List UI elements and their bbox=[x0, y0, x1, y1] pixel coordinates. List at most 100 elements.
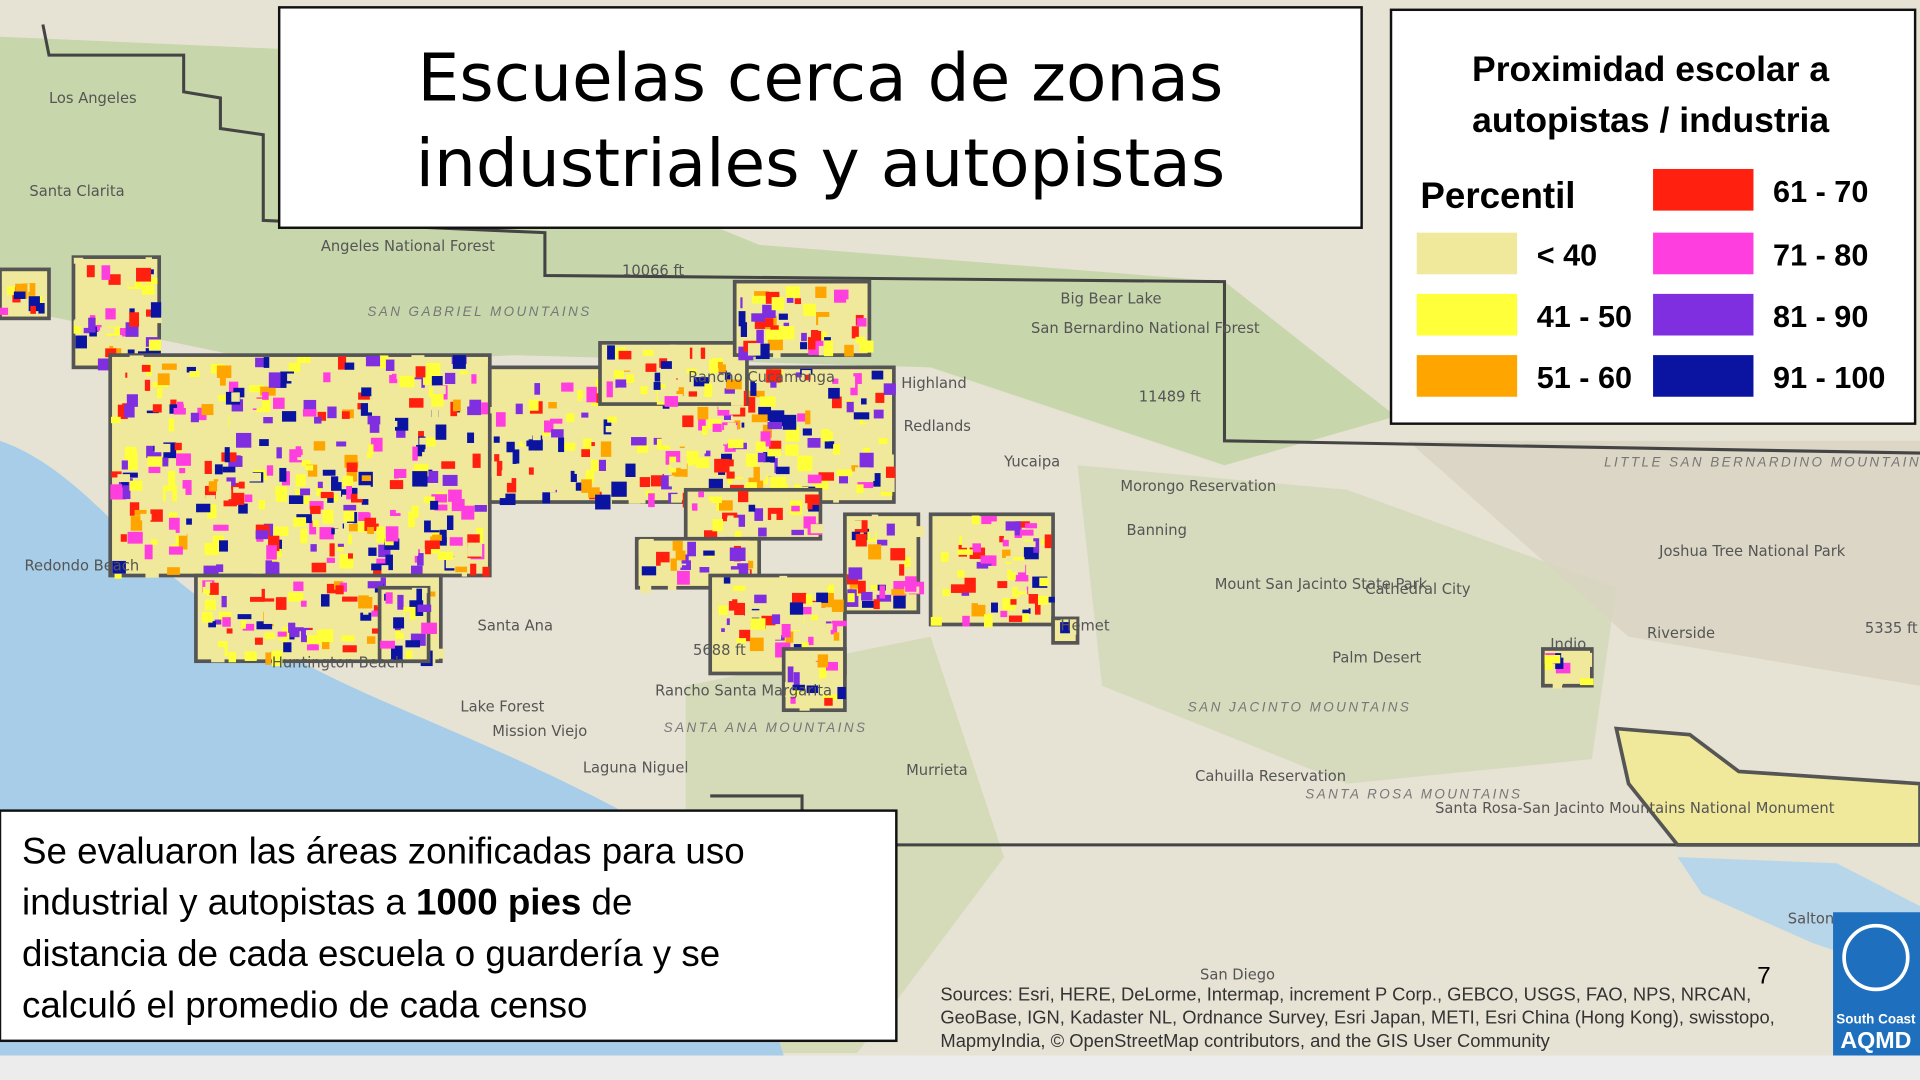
zone-cell bbox=[202, 612, 213, 623]
legend-swatch bbox=[1653, 233, 1753, 275]
zone-cell bbox=[1038, 596, 1049, 605]
zone-cell bbox=[318, 482, 323, 488]
zone-cell bbox=[88, 318, 95, 333]
zone-cell bbox=[379, 371, 386, 386]
zone-cell bbox=[854, 412, 869, 419]
zone-cell bbox=[811, 524, 824, 533]
zone-cell bbox=[390, 480, 403, 489]
zone-cell bbox=[751, 618, 766, 630]
map-label: Hemet bbox=[1060, 618, 1109, 635]
zone-cell bbox=[151, 530, 163, 540]
zone-cell bbox=[545, 384, 557, 399]
zone-cell bbox=[852, 326, 859, 338]
zone-cell bbox=[323, 470, 336, 476]
zone-cell bbox=[1019, 594, 1028, 609]
zone-cell bbox=[972, 516, 980, 525]
zone-cell bbox=[879, 438, 888, 444]
zone-cell bbox=[931, 617, 942, 626]
zone-cell bbox=[361, 387, 371, 396]
zone-cell bbox=[476, 426, 483, 436]
sources-text: Sources: Esri, HERE, DeLorme, Intermap, … bbox=[940, 983, 1751, 1004]
zone-cell bbox=[703, 551, 714, 556]
zone-cell bbox=[264, 357, 270, 368]
zone-cell bbox=[189, 371, 199, 377]
legend-label: 81 - 90 bbox=[1773, 300, 1868, 334]
zone-cell bbox=[276, 447, 281, 458]
zone-cell bbox=[288, 623, 295, 633]
zone-cell bbox=[671, 558, 677, 570]
zone-cell bbox=[525, 456, 538, 461]
zone-cell bbox=[760, 465, 766, 481]
zone-cell bbox=[205, 600, 216, 610]
zone-cell bbox=[205, 461, 212, 474]
sources-text: GeoBase, IGN, Kadaster NL, Ordnance Surv… bbox=[940, 1007, 1774, 1028]
zone-cell bbox=[575, 468, 586, 474]
zone-cell bbox=[872, 515, 879, 525]
zone-cell bbox=[128, 275, 134, 287]
legend-label: < 40 bbox=[1537, 239, 1597, 273]
zone-cell bbox=[166, 491, 173, 504]
zone-cell bbox=[341, 635, 354, 641]
zone-cell bbox=[821, 429, 829, 441]
zone-cell bbox=[348, 553, 353, 558]
zone-cell bbox=[618, 359, 633, 370]
zone-cell bbox=[229, 417, 234, 431]
zone-cell bbox=[728, 440, 743, 449]
zone-cell bbox=[167, 567, 180, 575]
zone-cell bbox=[275, 486, 287, 502]
zone-cell bbox=[656, 408, 671, 414]
zone-cell bbox=[727, 472, 735, 479]
zone-cell bbox=[155, 444, 171, 452]
zone-cell bbox=[779, 576, 787, 581]
logo-text: South Coast bbox=[1836, 1012, 1916, 1027]
legend-label: 61 - 70 bbox=[1773, 175, 1868, 209]
zone-cell bbox=[697, 501, 711, 516]
zone-cell bbox=[542, 478, 556, 492]
zone-cell bbox=[597, 481, 606, 487]
zone-cell bbox=[782, 588, 790, 600]
zone-cell bbox=[238, 504, 248, 514]
zone-cell bbox=[767, 422, 781, 429]
zone-cell bbox=[1004, 531, 1015, 540]
zone-cell bbox=[470, 564, 476, 576]
zone-cell bbox=[459, 477, 471, 484]
zone-cell bbox=[343, 505, 356, 511]
zone-cell bbox=[972, 543, 981, 552]
zone-cell bbox=[151, 302, 161, 317]
zone-cell bbox=[800, 699, 810, 710]
zone-cell bbox=[857, 318, 867, 326]
zone-cell bbox=[467, 543, 482, 557]
zone-cell bbox=[801, 333, 807, 341]
zone-cell bbox=[242, 379, 249, 387]
zone-cell bbox=[875, 393, 884, 403]
zone-cell bbox=[157, 388, 162, 398]
map-label: Angeles National Forest bbox=[321, 238, 495, 255]
zone-cell bbox=[668, 579, 676, 590]
zone-cell bbox=[782, 388, 797, 395]
zone-cell bbox=[665, 396, 678, 407]
zone-cell bbox=[450, 384, 458, 389]
zone-cell bbox=[771, 514, 776, 526]
zone-cell bbox=[988, 566, 1001, 580]
zone-cell bbox=[1018, 584, 1027, 591]
zone-cell bbox=[748, 397, 755, 413]
zone-cell bbox=[362, 475, 371, 481]
map-label: SANTA ANA MOUNTAINS bbox=[664, 720, 868, 735]
zone-cell bbox=[765, 463, 775, 477]
zone-cell bbox=[380, 641, 395, 649]
zone-cell bbox=[1045, 534, 1052, 548]
zone-cell bbox=[591, 460, 599, 472]
legend-swatch bbox=[1417, 355, 1517, 397]
zone-cell bbox=[808, 438, 821, 448]
zone-cell bbox=[196, 504, 210, 513]
map-label: Redlands bbox=[904, 418, 971, 435]
zone-cell bbox=[219, 540, 228, 551]
zone-cell bbox=[905, 576, 916, 591]
zone-cell bbox=[714, 615, 726, 628]
zone-cell bbox=[881, 478, 894, 492]
zone-cell bbox=[425, 546, 431, 555]
zone-cell bbox=[625, 464, 635, 477]
zone-cell bbox=[142, 365, 151, 372]
zone-cell bbox=[210, 583, 219, 595]
zone-cell bbox=[748, 343, 760, 355]
